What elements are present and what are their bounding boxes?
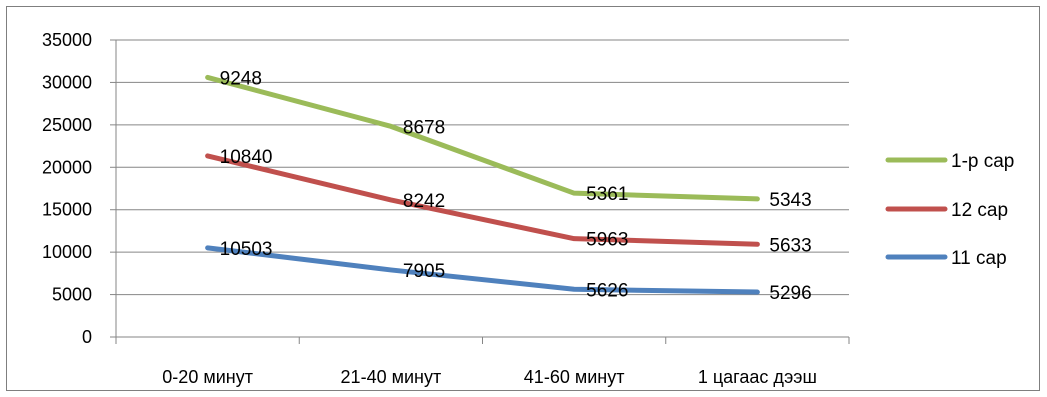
y-tick-label: 10000 — [42, 242, 92, 262]
data-label: 8242 — [403, 191, 445, 212]
x-tick-label: 21-40 минут — [341, 367, 442, 387]
data-label: 5296 — [769, 283, 811, 304]
legend-label: 1-р сар — [951, 151, 1014, 172]
series-line — [205, 74, 760, 202]
y-tick-label: 15000 — [42, 200, 92, 220]
y-tick-label: 25000 — [42, 115, 92, 135]
y-tick-label: 30000 — [42, 72, 92, 92]
legend-label: 12 сар — [951, 200, 1008, 221]
series-line — [205, 245, 760, 295]
data-label: 7905 — [403, 261, 445, 282]
y-tick-label: 0 — [82, 327, 92, 347]
x-tick-label: 0-20 минут — [162, 367, 253, 387]
series-lines — [205, 74, 760, 295]
data-label: 5633 — [769, 235, 811, 256]
x-axis: 0-20 минут 21-40 минут 41-60 минут 1 цагаас… — [115, 336, 850, 387]
series-line — [205, 153, 760, 247]
y-tick-label: 20000 — [42, 157, 92, 177]
chart-frame — [6, 6, 1040, 391]
data-label: 10503 — [220, 239, 273, 260]
y-tick-label: 35000 — [42, 30, 92, 50]
data-label: 8678 — [403, 117, 445, 138]
legend: 1-р сар 12 сар 11 сар — [885, 151, 1014, 269]
y-tick-label: 5000 — [52, 285, 92, 305]
data-label: 5361 — [586, 184, 628, 205]
data-label: 5626 — [586, 280, 628, 301]
legend-label: 11 сар — [951, 248, 1007, 269]
data-label: 5343 — [769, 190, 811, 211]
data-labels: 10503 7905 5626 5296 10840 8242 5963 5633 9248 86… — [220, 68, 812, 304]
data-label: 5963 — [586, 230, 628, 251]
x-tick-label: 41-60 минут — [524, 367, 625, 387]
data-label: 9248 — [220, 68, 262, 89]
x-tick-label: 1 цагаас дээш — [698, 367, 817, 387]
y-axis: 0 5000 10000 15000 20000 25000 30000 35000 — [42, 30, 117, 347]
data-label: 10840 — [220, 147, 273, 168]
